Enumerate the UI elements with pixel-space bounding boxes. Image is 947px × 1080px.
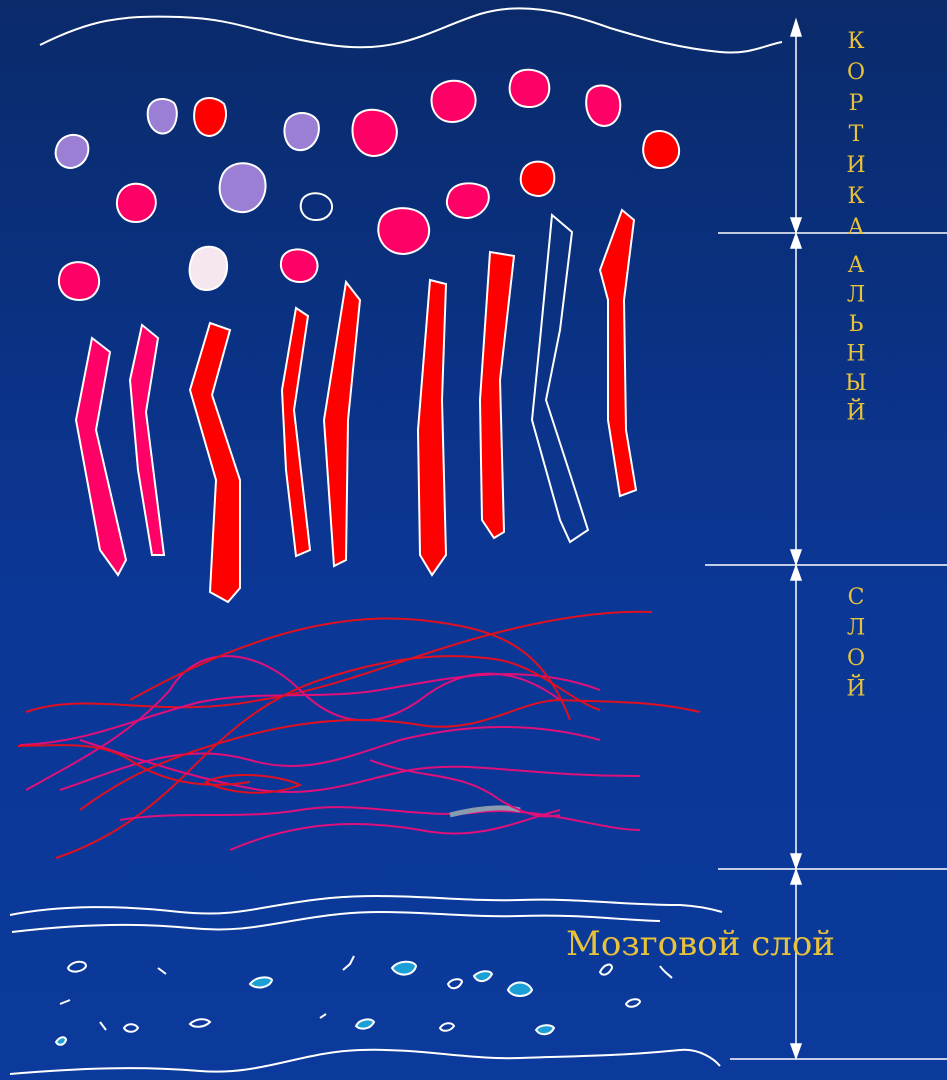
cell: [116, 182, 157, 224]
vertical-letter: Т: [849, 122, 864, 147]
cell: [508, 68, 551, 109]
cord: [280, 306, 312, 558]
cell: [446, 182, 490, 220]
vertical-letter: О: [847, 646, 865, 671]
vertical-letter: Н: [846, 342, 865, 367]
vertical-letter: А: [848, 253, 865, 278]
cell: [585, 84, 622, 128]
medulla-cells: [54, 955, 673, 1046]
cord: [530, 212, 590, 544]
cell: [430, 79, 477, 124]
vertical-letter: Ы: [845, 371, 867, 396]
glomerulosa-cells: [54, 68, 681, 302]
vertical-letter: Й: [846, 674, 865, 702]
cord: [478, 250, 516, 540]
reticularis-fibers: [17, 610, 701, 859]
vertical-letter: Й: [846, 398, 865, 426]
cell: [58, 261, 101, 302]
vertical-letter: К: [847, 29, 864, 54]
cord: [188, 321, 241, 604]
vertical-letter: К: [847, 184, 864, 209]
cord: [74, 336, 128, 577]
cell: [193, 97, 228, 138]
cell: [642, 130, 681, 170]
cell: [519, 160, 556, 198]
medulla-outline: [9, 895, 723, 1075]
cell: [218, 162, 267, 214]
cord: [322, 279, 362, 568]
vertical-letter: Л: [847, 616, 865, 641]
cord: [598, 208, 638, 498]
cord: [416, 278, 448, 577]
cell: [351, 108, 398, 158]
fasciculata-cords: [74, 208, 638, 604]
cell: [377, 207, 431, 256]
cell: [146, 97, 178, 135]
vertical-letter: А: [848, 215, 865, 240]
vertical-letter: Ь: [849, 312, 864, 337]
cell: [280, 248, 319, 284]
cell: [283, 112, 320, 152]
cell: [188, 245, 228, 292]
cell: [54, 134, 90, 170]
cell: [299, 192, 334, 222]
medulla-label: Мозговой слой: [566, 924, 835, 964]
vertical-letter: С: [848, 585, 865, 610]
zone-boundaries: [705, 232, 947, 1060]
vertical-letter: И: [846, 153, 865, 178]
vertical-letter: Л: [847, 283, 865, 308]
double-headed-arrow-icon: [789, 17, 803, 1061]
vertical-letter: Р: [849, 91, 864, 116]
cord: [128, 323, 166, 556]
vertical-letter: О: [847, 60, 865, 85]
capsule-outline: [39, 7, 783, 54]
